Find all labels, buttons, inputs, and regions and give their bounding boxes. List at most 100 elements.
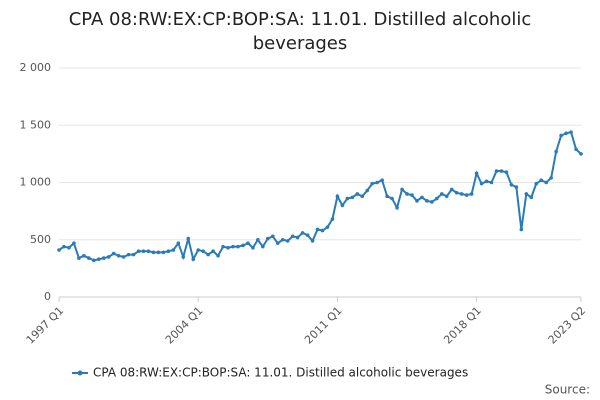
data-point [405,192,409,196]
x-tick-label: 1997 Q1 [24,304,67,347]
data-point [275,241,280,245]
data-point [310,239,315,243]
y-tick-label: 0 [44,290,51,303]
data-point [246,241,250,245]
data-point [524,192,529,196]
legend-label: CPA 08:RW:EX:CP:BOP:SA: 11.01. Distilled… [93,366,468,380]
data-point [464,193,469,197]
data-point [106,255,111,259]
data-point [335,194,340,199]
data-point [305,233,310,237]
data-point [82,253,86,258]
x-tick-label: 2004 Q1 [163,304,206,347]
data-point [62,244,66,249]
data-line [58,130,582,262]
data-point [151,250,156,255]
data-point [196,248,200,252]
data-point [484,179,489,184]
data-point [241,243,245,248]
data-point [345,196,350,201]
data-point [519,227,524,232]
data-point [92,258,96,263]
data-point [365,188,370,193]
data-point [579,152,583,156]
data-point [101,256,106,260]
data-point [449,187,454,192]
data-point [479,181,484,186]
data-point [415,199,419,203]
data-point [201,249,205,253]
data-point [360,194,365,199]
data-point [191,257,196,262]
data-point [564,131,568,136]
data-point [211,249,215,253]
data-point [156,250,161,255]
data-point [355,192,360,196]
data-point [121,255,126,259]
data-point [176,241,181,245]
y-tick-label: 1 500 [20,118,52,131]
data-point [320,228,325,233]
data-point [330,217,335,221]
data-point [146,249,151,253]
data-point [186,236,191,241]
data-point [295,235,300,240]
data-point [285,239,290,243]
data-point [226,245,230,250]
data-point [444,194,449,199]
data-point [96,257,101,262]
data-point [166,249,171,253]
data-point [494,169,499,173]
data-point [454,191,459,195]
data-point [539,178,544,183]
data-point [300,231,305,235]
data-point [171,248,176,252]
legend-marker [77,370,83,376]
data-point [385,194,389,199]
data-point [435,196,439,201]
data-point [221,244,225,249]
data-point [116,253,121,258]
data-point [474,171,479,176]
data-point [574,147,578,152]
data-point [509,182,514,187]
data-point [340,203,345,208]
data-point [370,181,375,186]
x-tick-label: 2018 Q1 [441,304,484,347]
data-point [251,245,255,250]
data-point [459,192,464,196]
data-point [315,227,320,232]
data-point [554,149,558,154]
data-point [266,236,270,241]
data-point [529,195,534,200]
data-point [67,245,71,250]
data-point [390,196,394,201]
data-point [569,130,573,134]
data-point [206,252,210,257]
data-point [181,255,186,259]
data-point [325,225,330,229]
y-tick-label: 500 [30,233,51,246]
source: Source: [545,383,590,397]
data-point [380,178,384,183]
data-point [290,234,295,239]
data-point [131,252,136,257]
data-point [559,133,563,138]
data-point [430,200,434,204]
data-point [375,180,379,185]
data-point [231,244,235,249]
data-point [77,256,81,260]
x-tick-label: 2011 Q1 [302,304,345,347]
data-point [236,244,240,249]
data-point [504,170,509,174]
data-point [280,237,285,242]
data-point [469,192,474,196]
x-tick-label: 2023 Q2 [546,304,589,347]
y-tick-label: 1 000 [20,176,52,189]
data-point [111,251,116,256]
data-point [420,195,424,200]
y-tick-label: 2 000 [20,61,52,74]
data-point [256,237,260,242]
data-point [544,180,548,185]
